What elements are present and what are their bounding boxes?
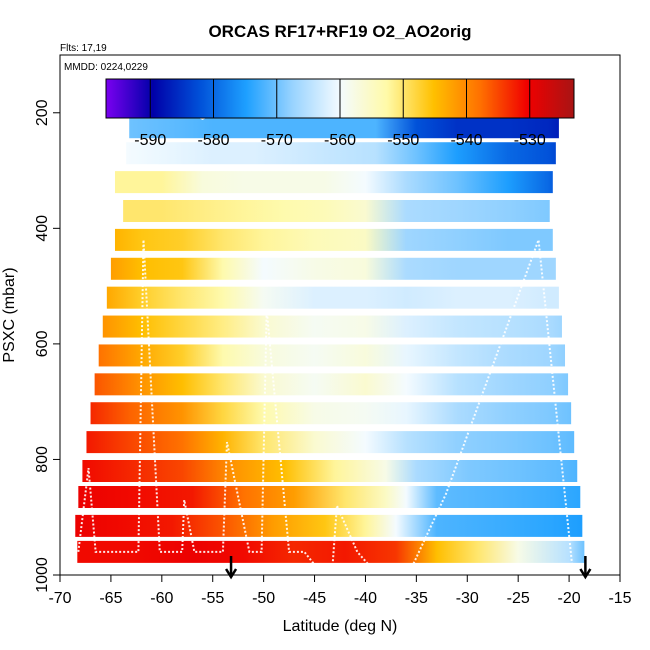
heatmap-band (82, 460, 578, 482)
heatmap-band (123, 200, 550, 222)
y-axis: 200 400 600 800 1000 (34, 99, 60, 593)
arrow-marker (224, 556, 238, 580)
colorbar-tick-label: -530 (514, 132, 546, 149)
colorbar-tick-label: -550 (387, 132, 419, 149)
x-tick-label: -65 (99, 590, 122, 607)
x-tick-label: -25 (507, 590, 530, 607)
x-tick-label: -60 (150, 590, 173, 607)
x-axis: -70 -65 -60 -55 -50 -45 -40 -35 -30 -25 -20 -15 (48, 575, 632, 607)
y-tick-label: 600 (34, 330, 51, 357)
heatmap-band (102, 315, 562, 338)
x-axis-label: Latitude (deg N) (283, 618, 398, 635)
x-tick-label: -40 (354, 590, 377, 607)
y-tick-label: 1000 (34, 557, 51, 593)
heatmap-band (106, 286, 559, 309)
x-tick-label: -20 (558, 590, 581, 607)
heatmap-band (129, 116, 559, 139)
colorbar-ticks: -590 -580 -570 -560 -550 -540 -530 (134, 79, 546, 149)
arrow-marker (579, 556, 592, 580)
heatmap-band (90, 402, 572, 425)
track-line (77, 239, 575, 575)
heatmap-band (98, 344, 566, 367)
y-axis-label: PSXC (mbar) (1, 267, 18, 362)
colorbar-tick-label: -540 (450, 132, 482, 149)
arrow-head (224, 568, 238, 580)
chart-title: ORCAS RF17+RF19 O2_AO2orig (208, 22, 471, 41)
colorbar-tick-label: -560 (324, 132, 356, 149)
arrow-markers (224, 556, 592, 580)
heatmap-bands (75, 93, 585, 563)
heatmap-band (75, 514, 583, 537)
colorbar-tick-label: -580 (197, 132, 229, 149)
dates-subtitle: MMDD: 0224,0229 (64, 62, 148, 73)
heatmap-band (126, 142, 556, 165)
colorbar-tick-label: -570 (261, 132, 293, 149)
heatmap-band (110, 257, 556, 280)
heatmap-band (78, 486, 581, 508)
heatmap-band (86, 431, 575, 454)
x-tick-label: -35 (405, 590, 428, 607)
heatmap-band (114, 228, 553, 251)
x-tick-label: -30 (456, 590, 479, 607)
flights-subtitle: Flts: 17,19 (60, 43, 107, 54)
y-tick-label: 400 (34, 215, 51, 242)
x-tick-label: -45 (303, 590, 326, 607)
y-tick-label: 200 (34, 99, 51, 126)
x-tick-label: -70 (48, 590, 71, 607)
x-tick-label: -55 (201, 590, 224, 607)
heatmap-band (77, 540, 585, 563)
colorbar-tick-label: -590 (134, 132, 166, 149)
arrow-head (579, 568, 592, 580)
heatmap-band (114, 171, 553, 194)
x-tick-label: -15 (608, 590, 631, 607)
heatmap-band (94, 373, 569, 396)
y-tick-label: 800 (34, 446, 51, 473)
x-tick-label: -50 (252, 590, 275, 607)
plot-frame (59, 54, 621, 576)
